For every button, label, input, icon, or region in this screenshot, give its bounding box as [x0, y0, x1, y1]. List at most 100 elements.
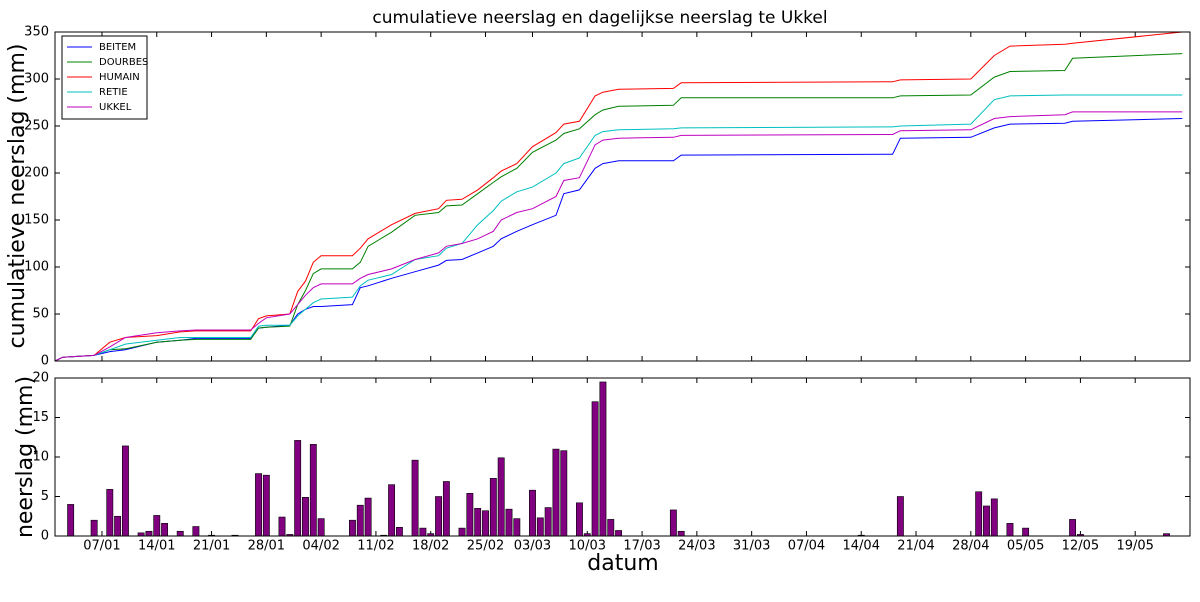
bar — [302, 496, 309, 537]
bar — [474, 508, 482, 537]
bar — [529, 489, 536, 537]
line — [54, 118, 1183, 362]
bar — [560, 450, 568, 537]
bar — [90, 519, 98, 537]
x-tick-label: 25/02 — [467, 539, 504, 554]
bar — [388, 484, 396, 537]
legend-label: UKKEL — [99, 102, 132, 113]
legend-label: HUMAIN — [99, 72, 140, 83]
bar — [356, 504, 364, 537]
x-tick-label: 07/04 — [788, 539, 825, 554]
bar — [161, 523, 169, 537]
bar — [1022, 527, 1030, 537]
bar — [1006, 523, 1014, 537]
bar — [192, 526, 200, 537]
legend-label: BEITEM — [99, 42, 136, 53]
x-axis-label: datum — [587, 551, 658, 576]
bar — [317, 518, 325, 537]
y-tick-label: 100 — [24, 260, 49, 275]
bar — [106, 489, 114, 537]
bar — [896, 496, 904, 537]
bar — [591, 401, 599, 537]
bar — [1069, 519, 1077, 537]
legend-label: DOURBES — [99, 57, 148, 68]
bar — [262, 474, 270, 537]
bar — [255, 473, 262, 537]
bar — [67, 504, 75, 537]
line — [54, 94, 1183, 362]
y-tick-label: 250 — [24, 119, 49, 134]
y-tick-label: 350 — [24, 25, 49, 40]
bar — [145, 530, 153, 537]
bar — [505, 508, 513, 537]
bar — [466, 493, 474, 537]
x-tick-label: 28/01 — [248, 539, 285, 554]
bar — [669, 509, 677, 537]
x-tick-label: 10/03 — [569, 539, 606, 554]
y-tick-label: 300 — [24, 72, 49, 87]
bar — [458, 527, 466, 537]
bar — [364, 497, 372, 537]
plot-frame — [54, 377, 1191, 537]
legend-box — [61, 35, 148, 120]
plot-frame — [54, 31, 1191, 362]
bar — [497, 457, 505, 537]
chart-title: cumulatieve neerslag en dagelijkse neers… — [372, 8, 827, 28]
x-tick-label: 21/01 — [193, 539, 230, 554]
bar — [176, 530, 184, 537]
bar — [536, 517, 544, 537]
bar — [419, 527, 427, 537]
y-tick-label: 50 — [32, 307, 49, 322]
y-axis-label: cumulatieve neerslag (mm) — [5, 44, 30, 349]
bar — [552, 448, 560, 537]
y-tick-label: 10 — [32, 450, 49, 465]
y-tick-label: 150 — [24, 213, 49, 228]
x-tick-label: 12/05 — [1062, 539, 1099, 554]
x-tick-label: 07/01 — [83, 539, 120, 554]
bar — [278, 516, 286, 537]
y-tick-label: 5 — [41, 489, 49, 504]
bar — [677, 530, 685, 537]
y-tick-label: 0 — [41, 529, 49, 544]
legend: BEITEM DOURBES HUMAIN RETIE UKKEL — [61, 35, 148, 120]
bar — [153, 515, 161, 537]
bar — [482, 510, 489, 537]
bar — [309, 444, 317, 537]
bar — [607, 519, 615, 537]
bar — [114, 515, 122, 537]
x-tick-label: 03/03 — [514, 539, 551, 554]
x-tick-label: 18/02 — [412, 539, 449, 554]
bar — [294, 440, 302, 537]
x-tick-label: 05/05 — [1007, 539, 1044, 554]
line — [54, 111, 1183, 362]
x-tick-label: 04/02 — [302, 539, 339, 554]
x-tick-label: 28/04 — [952, 539, 989, 554]
y-tick-label: 15 — [32, 410, 49, 425]
bar — [411, 459, 419, 537]
bar — [442, 481, 450, 537]
bar — [395, 527, 403, 537]
x-tick-label: 17/03 — [623, 539, 660, 554]
bar — [576, 502, 583, 537]
x-tick-label: 21/04 — [897, 539, 934, 554]
y-tick-label: 20 — [32, 371, 49, 386]
bar — [513, 518, 521, 537]
line — [54, 53, 1183, 362]
x-tick-label: 24/03 — [678, 539, 715, 554]
bar — [435, 496, 442, 537]
x-tick-label: 31/03 — [733, 539, 770, 554]
bar — [489, 478, 497, 537]
x-tick-label: 19/05 — [1116, 539, 1153, 554]
bar — [615, 530, 623, 537]
bar — [122, 445, 129, 537]
bar — [544, 507, 552, 537]
bar — [983, 505, 990, 537]
x-tick-label: 14/04 — [843, 539, 880, 554]
bar — [975, 491, 983, 537]
y-axis-label: neerslag (mm) — [13, 376, 38, 538]
bar — [599, 381, 607, 537]
x-tick-label: 11/02 — [357, 539, 394, 554]
line — [54, 31, 1183, 362]
y-tick-label: 0 — [41, 354, 49, 369]
